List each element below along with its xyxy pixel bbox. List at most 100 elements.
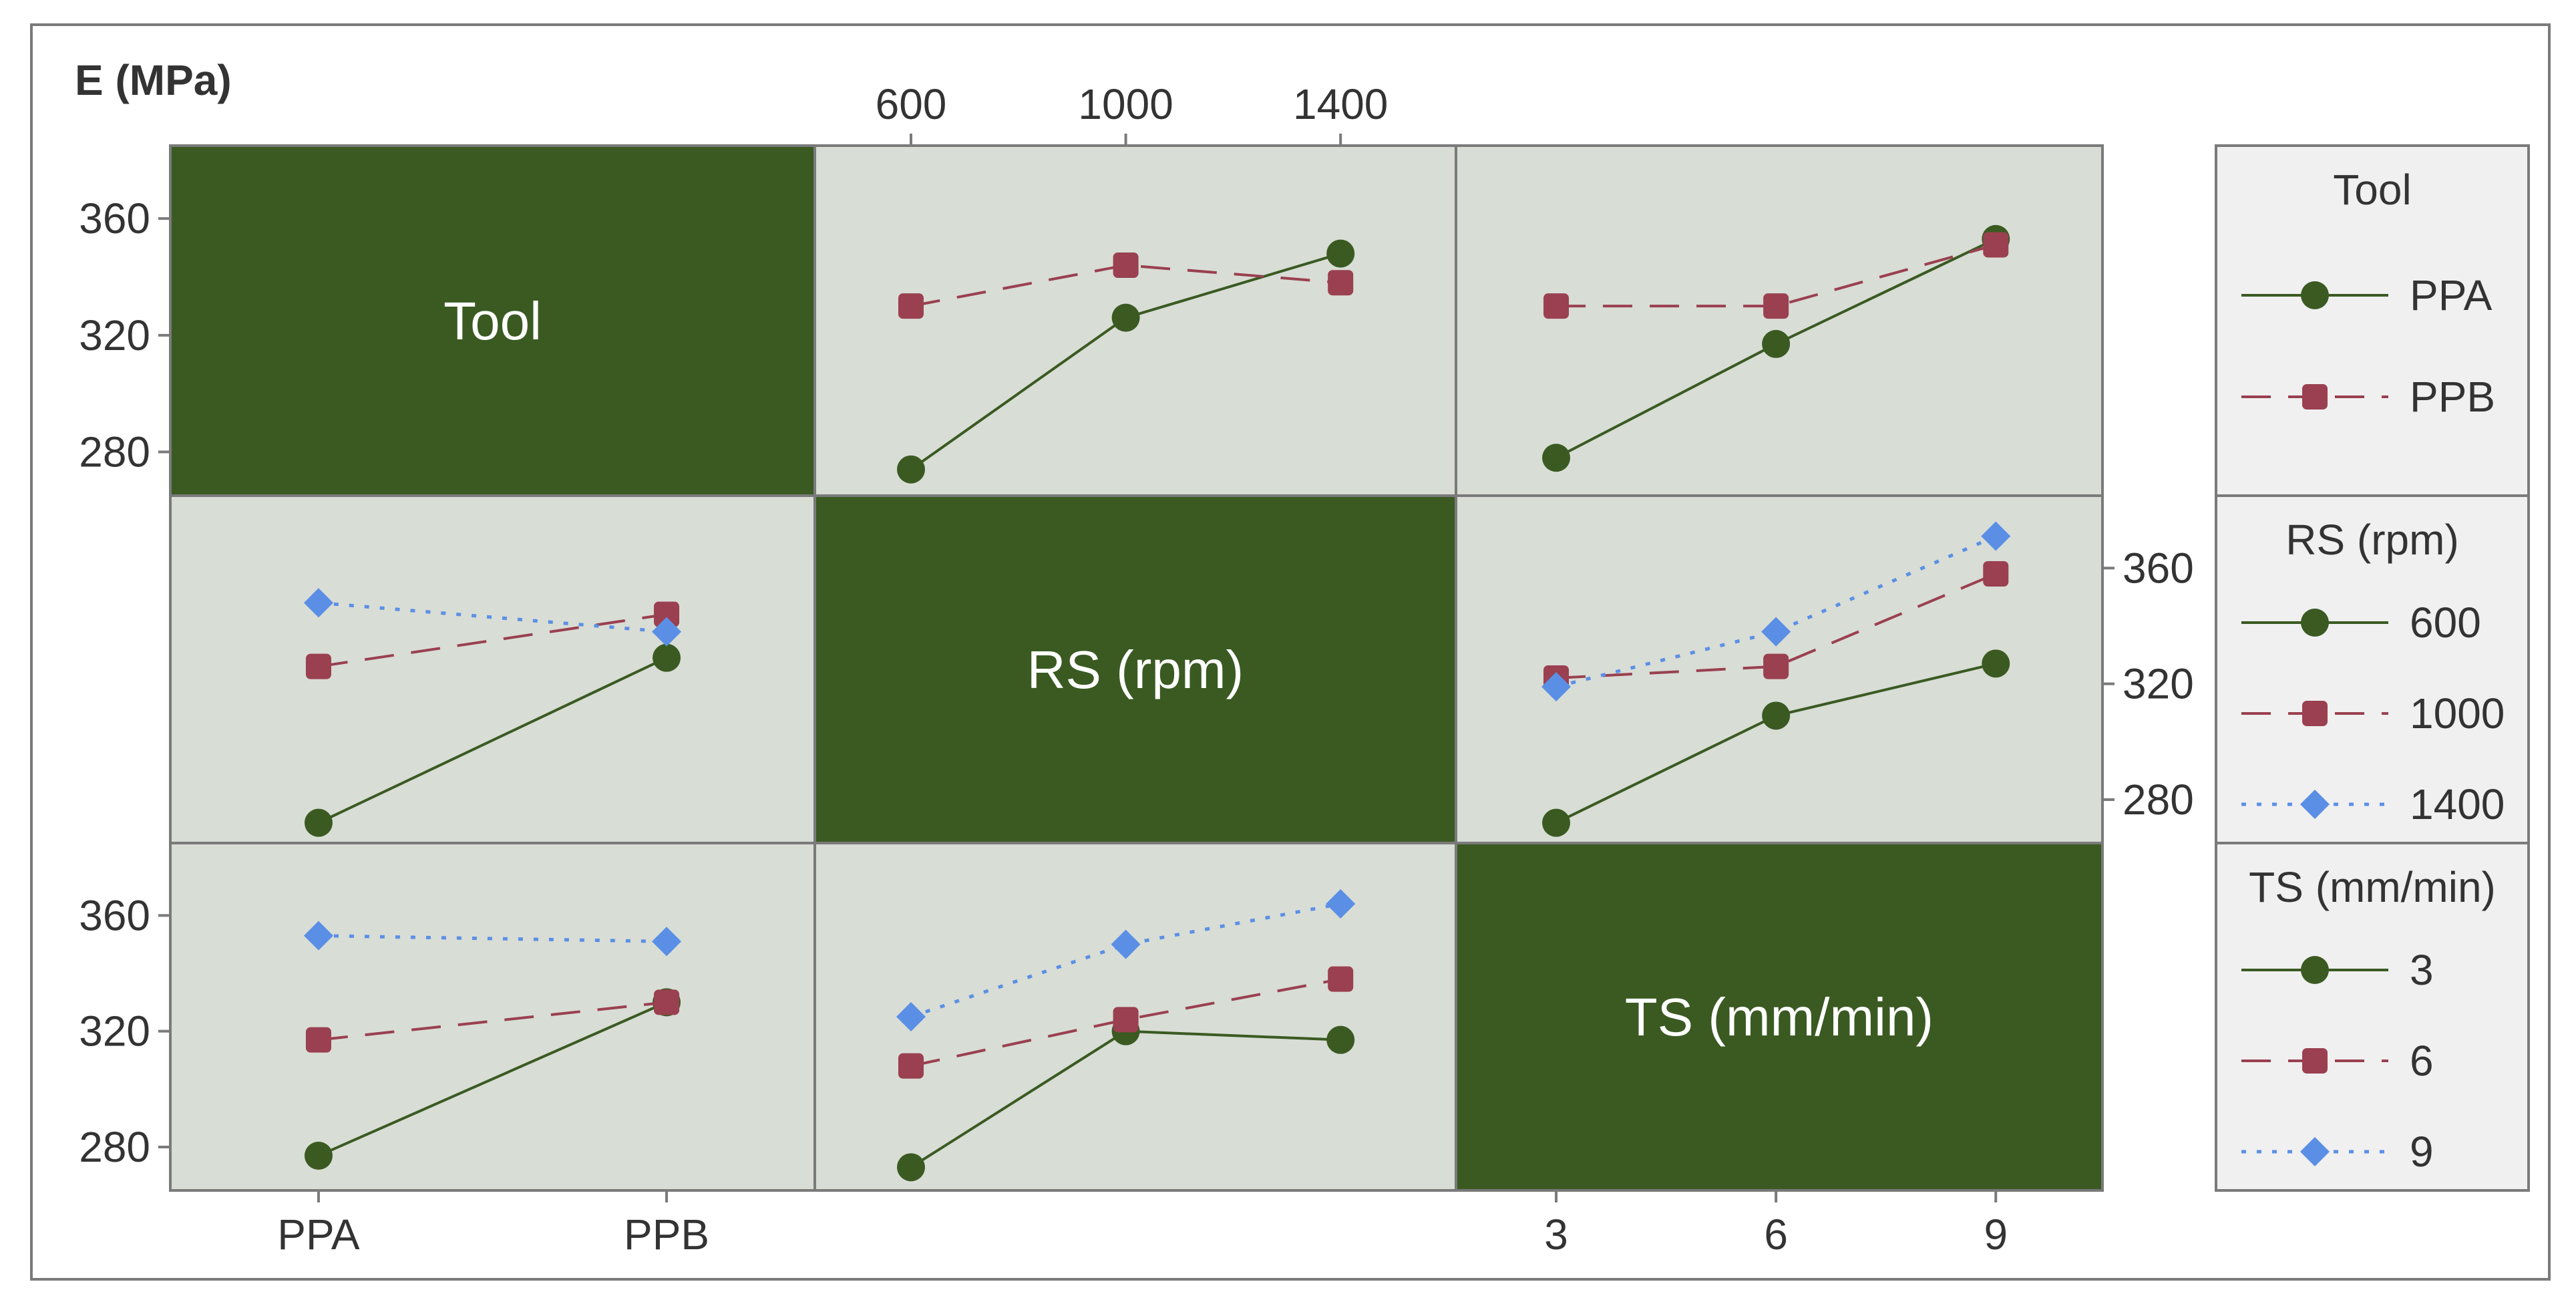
y-tick-label: 360 xyxy=(79,891,150,939)
legend-entry: 1400 xyxy=(2410,780,2505,828)
data-point xyxy=(1542,444,1571,472)
legend-title: Tool xyxy=(2333,166,2411,214)
y-tick-label: 280 xyxy=(79,428,150,476)
y-tick-label: 360 xyxy=(2123,544,2194,592)
legend-marker xyxy=(2302,701,2328,726)
y-axis-right: 280 320 360 xyxy=(2102,544,2194,824)
data-point xyxy=(1762,701,1791,730)
series-line-6 xyxy=(318,1001,667,1041)
data-point xyxy=(1326,1025,1355,1054)
series-line-1000 xyxy=(318,613,667,668)
legend-entry: 600 xyxy=(2410,599,2481,647)
data-point xyxy=(1328,270,1354,296)
panel-series-group xyxy=(1541,521,2011,837)
legend-rs-rpm: RS (rpm) 600 1000 1400 xyxy=(2215,494,2530,844)
panel-series-group xyxy=(303,921,682,1170)
panel-series-group xyxy=(1542,224,2010,472)
y-tick-label: 320 xyxy=(2123,660,2194,708)
panel-tool-vs-ts-mm-min xyxy=(1455,144,2104,497)
panel-series-group xyxy=(303,588,682,837)
legend-marker xyxy=(2302,1048,2328,1074)
data-point xyxy=(653,643,681,672)
series-line-3 xyxy=(318,1001,667,1157)
y-tick-label: 280 xyxy=(79,1123,150,1171)
data-point xyxy=(1326,889,1356,919)
data-point xyxy=(305,653,331,679)
x-tick-label: PPA xyxy=(277,1210,360,1259)
data-point xyxy=(1981,521,2011,551)
data-point xyxy=(1543,293,1570,319)
legend-box xyxy=(2215,494,2530,844)
x-tick-label: 3 xyxy=(1544,1210,1568,1259)
legend-marker xyxy=(2300,1137,2330,1166)
series-line-ppb xyxy=(910,264,1341,308)
data-point xyxy=(1113,253,1139,279)
data-point xyxy=(652,927,682,957)
legend-box xyxy=(2215,842,2530,1192)
legend-entry: 1000 xyxy=(2410,689,2505,738)
series-line-1400 xyxy=(1555,534,1997,689)
data-point xyxy=(1541,672,1572,701)
data-point xyxy=(897,1153,925,1182)
data-point xyxy=(303,588,333,618)
series-line-1000 xyxy=(1555,573,1997,679)
legend-title: TS (mm/min) xyxy=(2249,863,2496,911)
data-point xyxy=(898,293,924,319)
data-point xyxy=(1762,329,1791,358)
data-point xyxy=(1111,929,1141,959)
legend-layer: Tool PPA PPB RS (rpm) 600 1000 1400 TS (mm/min)… xyxy=(2215,144,2530,1192)
data-point xyxy=(1326,239,1355,268)
legend-entry: PPB xyxy=(2410,373,2495,421)
data-point xyxy=(304,1142,333,1170)
diagonal-cell-tool xyxy=(169,144,816,497)
y-tick-label: 320 xyxy=(79,1007,150,1055)
diagonal-cell-ts-mm-min xyxy=(1455,842,2104,1192)
legend-entry: 9 xyxy=(2410,1128,2434,1176)
legend-entry: 6 xyxy=(2410,1037,2434,1085)
x-tick-label: 6 xyxy=(1764,1210,1788,1259)
data-point xyxy=(1111,303,1140,332)
chart-title: E (MPa) xyxy=(75,56,232,104)
diagonal-label: Tool xyxy=(443,291,542,351)
legend-title: RS (rpm) xyxy=(2285,516,2459,564)
data-point xyxy=(305,1027,331,1053)
data-point xyxy=(1542,808,1571,837)
legend-marker xyxy=(2302,384,2328,410)
data-point xyxy=(1761,617,1791,647)
legend-marker xyxy=(2300,790,2330,819)
data-point xyxy=(1763,653,1789,679)
legend-marker xyxy=(2301,281,2329,309)
y-tick-label: 280 xyxy=(2123,776,2194,824)
data-point xyxy=(897,455,925,484)
diagonal-label: RS (rpm) xyxy=(1027,640,1244,699)
data-point xyxy=(1328,966,1354,992)
legend-marker xyxy=(2301,956,2329,984)
x-tick-label: 9 xyxy=(1984,1210,2008,1259)
x-tick-label: 600 xyxy=(876,80,947,128)
legend-ts-mm-min: TS (mm/min) 3 6 9 xyxy=(2215,842,2530,1192)
data-point xyxy=(896,1002,926,1031)
series-line-ppb xyxy=(1556,243,1996,308)
data-point xyxy=(1113,1007,1139,1033)
data-point xyxy=(303,921,333,951)
y-tick-label: 320 xyxy=(79,311,150,359)
panel-rs-rpm-vs-tool xyxy=(169,494,816,844)
x-axis-top: 600 1000 1400 xyxy=(876,80,1388,146)
data-point xyxy=(898,1053,924,1079)
series-line-6 xyxy=(910,977,1341,1068)
diagonal-cell-rs-rpm xyxy=(813,494,1457,844)
panel-series-group xyxy=(897,239,1355,484)
legend-marker xyxy=(2301,609,2329,637)
panel-ts-mm-min-vs-tool xyxy=(169,842,816,1192)
data-point xyxy=(1983,232,2009,258)
data-point xyxy=(1763,293,1789,319)
x-tick-label: 1000 xyxy=(1078,80,1173,128)
legend-tool: Tool PPA PPB xyxy=(2215,144,2530,497)
legend-entry: 3 xyxy=(2410,946,2434,994)
data-point xyxy=(654,601,680,627)
series-line-600 xyxy=(318,656,667,824)
x-axis-bottom: PPA PPB 3 6 9 xyxy=(277,1190,2008,1259)
legend-entry: PPA xyxy=(2410,271,2493,319)
